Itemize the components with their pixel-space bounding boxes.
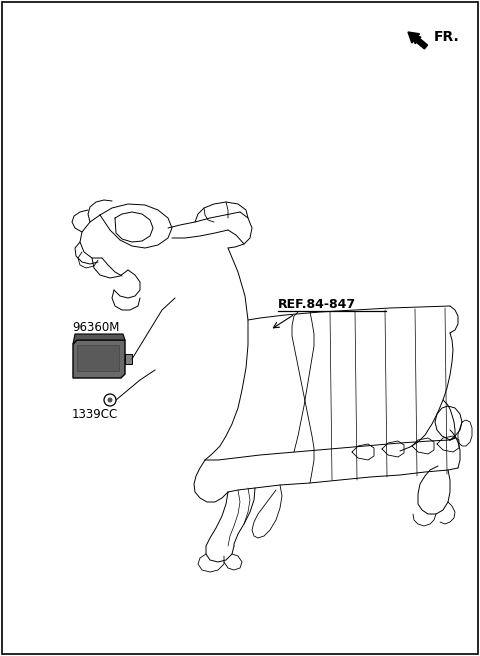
Text: FR.: FR. (434, 30, 460, 44)
Bar (125, 354, 132, 364)
Circle shape (108, 398, 112, 403)
Polygon shape (73, 334, 125, 344)
FancyArrow shape (408, 32, 428, 49)
Text: 1339CC: 1339CC (72, 408, 118, 421)
Polygon shape (73, 340, 125, 378)
Bar (77, 345, 119, 371)
Text: 96360M: 96360M (72, 321, 120, 334)
Text: REF.84-847: REF.84-847 (278, 298, 356, 311)
